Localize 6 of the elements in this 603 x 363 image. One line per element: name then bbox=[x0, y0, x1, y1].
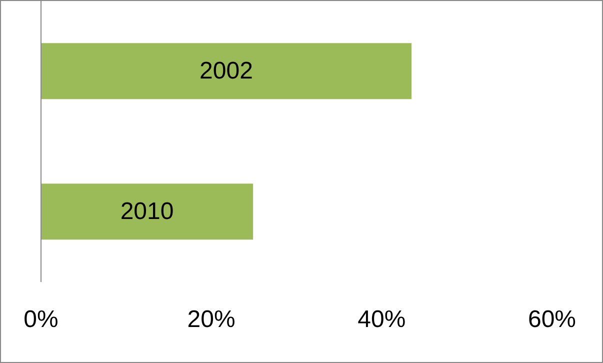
x-tick-label: 0% bbox=[24, 306, 58, 334]
y-tick-label: 2010 bbox=[120, 198, 174, 226]
x-tick-label: 20% bbox=[187, 306, 236, 334]
x-tick-label: 40% bbox=[358, 306, 406, 334]
y-tick-label: 2002 bbox=[200, 58, 253, 85]
x-tick-label: 60% bbox=[528, 306, 576, 334]
